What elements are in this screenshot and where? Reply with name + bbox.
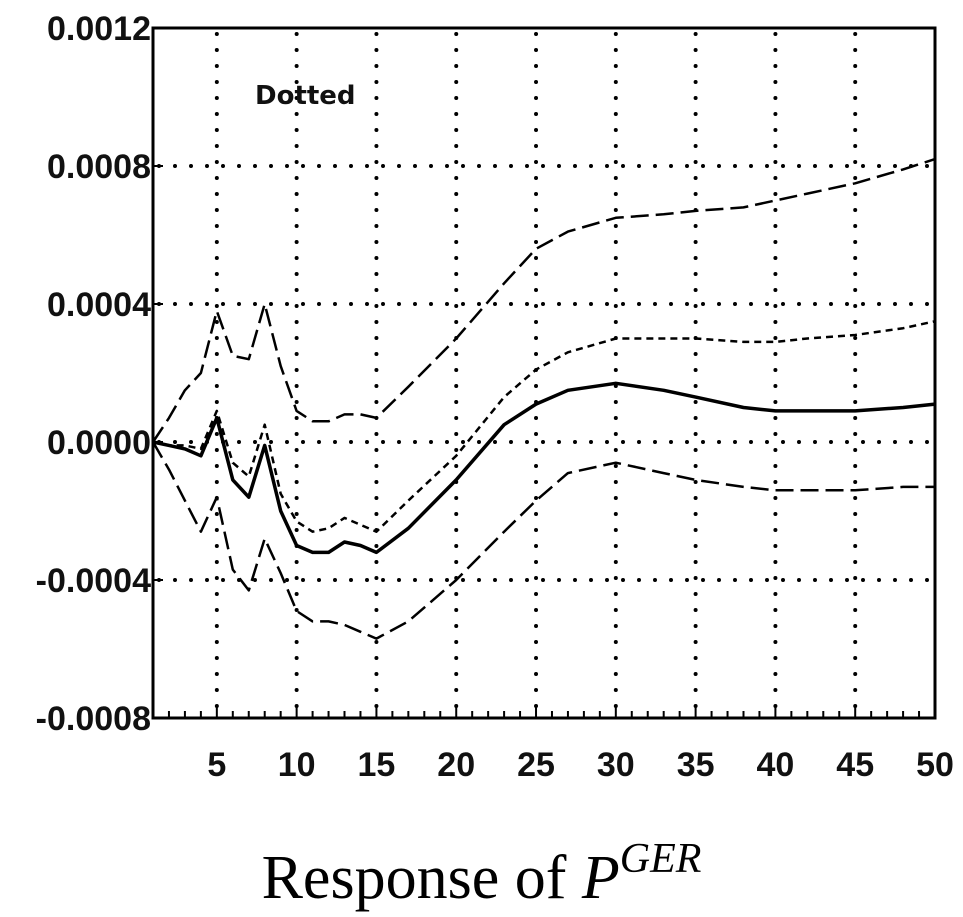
caption-prefix: Response of: [261, 844, 567, 912]
series-line-2: [152, 320, 936, 533]
series-group: [151, 157, 936, 640]
x-tick-label: 10: [278, 746, 316, 784]
x-tick-label: 20: [437, 746, 475, 784]
caption-variable: P: [581, 844, 620, 912]
annotation-label: Dotted: [255, 81, 356, 111]
y-tick-label: -0.0004: [36, 562, 151, 600]
x-tick-label: 35: [677, 746, 715, 784]
x-tick-label: 45: [836, 746, 874, 784]
y-tick-label: 0.0012: [47, 10, 151, 48]
x-tick-label: 25: [517, 746, 555, 784]
y-axis: 0.0012 0.0008 0.0004 0.0000 -0.0004 -0.0008: [36, 10, 163, 738]
y-tick-label: 0.0008: [47, 148, 151, 186]
x-tick-label: 5: [207, 746, 226, 784]
series-line-3: [151, 157, 936, 443]
plot-frame: [151, 26, 937, 720]
y-tick-label: 0.0000: [47, 424, 151, 462]
y-tick-label: 0.0004: [47, 286, 151, 324]
x-axis: 5 10 15 20 25 30 35 40 45 50: [152, 706, 954, 784]
series-line-1: [152, 381, 936, 555]
chart-caption: Response of PGER: [0, 838, 963, 909]
grid: [157, 32, 933, 716]
y-tick-label: -0.0008: [36, 700, 151, 738]
x-tick-label: 40: [756, 746, 794, 784]
series-line-4: [151, 441, 935, 640]
caption-superscript: GER: [619, 836, 702, 882]
x-tick-label: 15: [358, 746, 396, 784]
x-tick-label: 30: [597, 746, 635, 784]
x-tick-label: 50: [916, 746, 954, 784]
